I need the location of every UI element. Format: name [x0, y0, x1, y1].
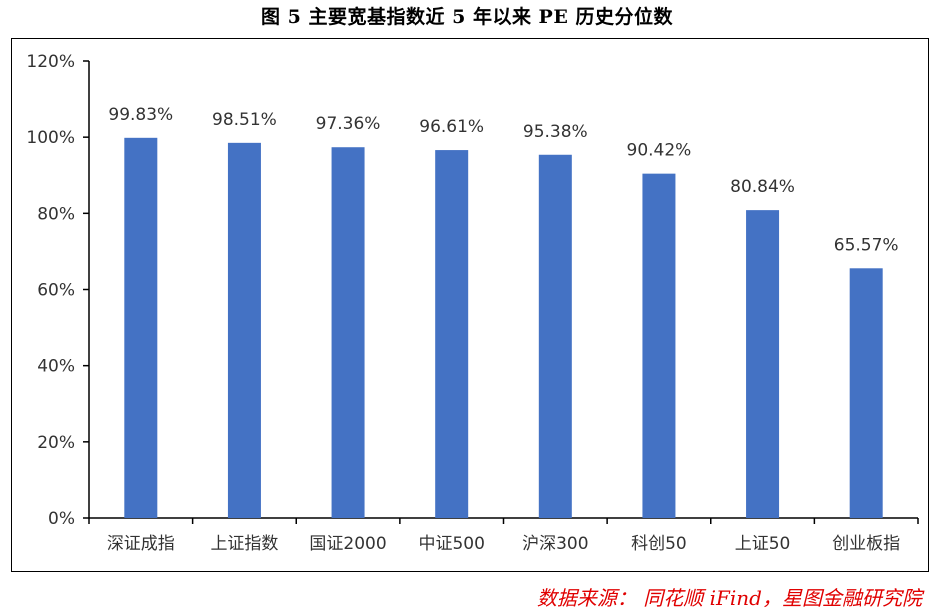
- data-source-note: 数据来源： 同花顺 iFind，星图金融研究院: [536, 586, 922, 610]
- bar: [538, 154, 572, 518]
- y-tick-label: 0%: [48, 509, 75, 529]
- x-tick-label: 上证50: [735, 534, 791, 554]
- data-label: 97.36%: [316, 114, 381, 134]
- x-tick-label: 深证成指: [107, 534, 175, 554]
- x-tick-label: 沪深300: [522, 534, 588, 554]
- y-tick-label: 40%: [37, 357, 75, 377]
- y-tick-label: 100%: [26, 128, 75, 148]
- bar: [642, 173, 676, 518]
- chart-frame: [11, 38, 929, 572]
- x-tick-label: 科创50: [631, 534, 687, 554]
- data-label: 95.38%: [523, 122, 588, 142]
- data-label: 98.51%: [212, 110, 277, 130]
- x-tick-label: 国证2000: [309, 534, 386, 554]
- y-tick-label: 20%: [37, 433, 75, 453]
- y-tick-label: 80%: [37, 204, 75, 224]
- x-tick-label: 中证500: [418, 534, 484, 554]
- bar: [124, 137, 158, 518]
- chart-title: 图 5 主要宽基指数近 5 年以来 PE 历史分位数: [261, 6, 673, 28]
- y-tick-label: 120%: [26, 52, 75, 72]
- bar: [331, 147, 365, 518]
- x-tick-label: 创业板指: [832, 534, 900, 554]
- x-tick-label: 上证指数: [210, 534, 278, 554]
- bar: [746, 210, 780, 518]
- data-label: 90.42%: [627, 141, 692, 161]
- data-label: 65.57%: [834, 235, 899, 255]
- data-label: 80.84%: [730, 177, 795, 197]
- data-label: 96.61%: [419, 117, 484, 137]
- data-label: 99.83%: [108, 105, 173, 125]
- bar: [227, 142, 261, 519]
- bar: [849, 268, 883, 518]
- y-tick-label: 60%: [37, 281, 75, 301]
- bar: [435, 150, 469, 519]
